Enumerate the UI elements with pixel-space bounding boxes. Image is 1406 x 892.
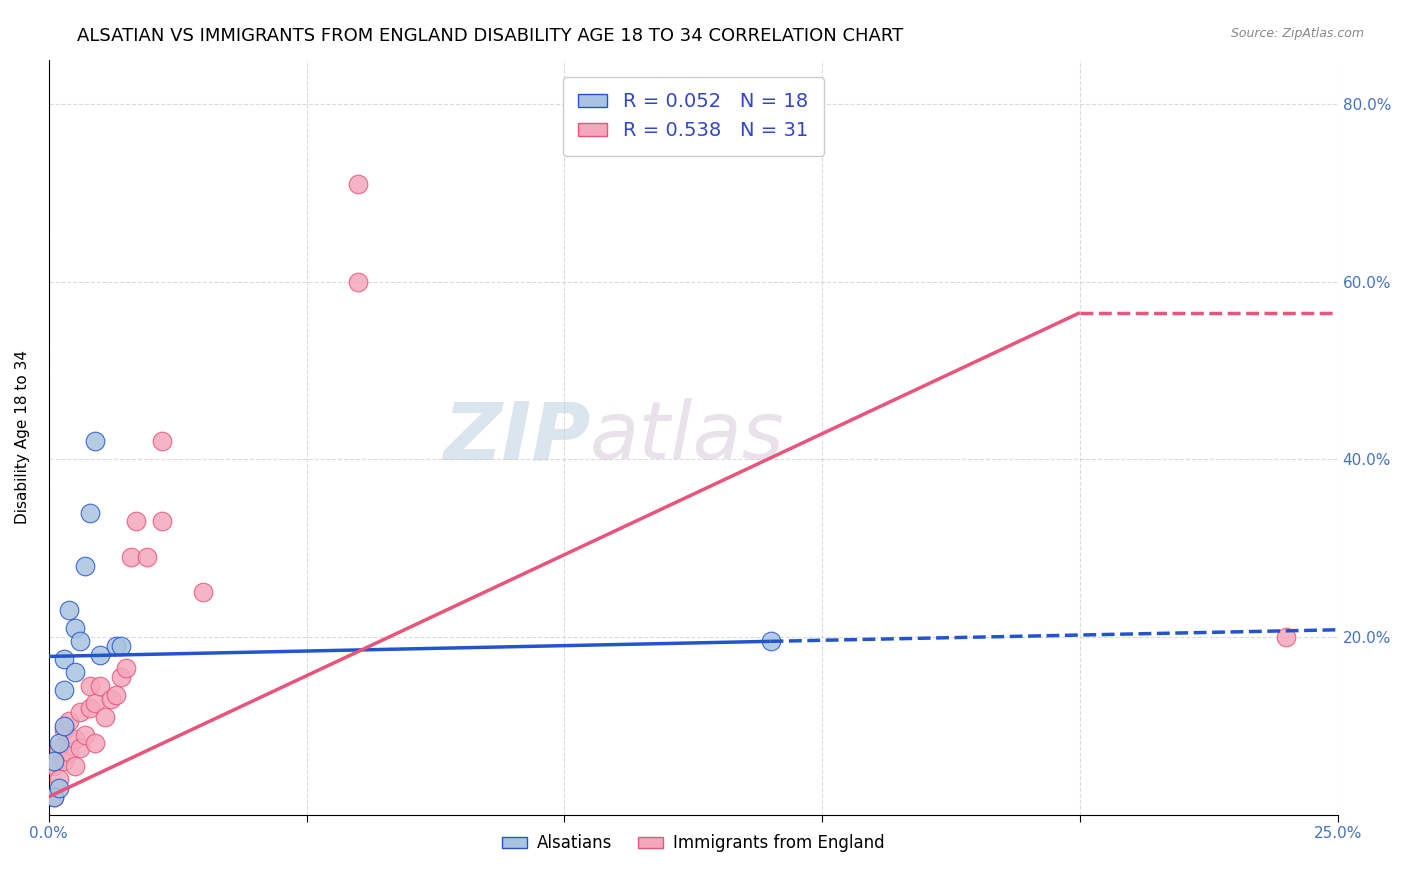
Point bbox=[48, 736, 70, 750]
Point bbox=[69, 740, 91, 755]
Point bbox=[100, 692, 122, 706]
Point bbox=[42, 789, 65, 804]
Point bbox=[58, 603, 80, 617]
Point bbox=[69, 706, 91, 720]
Point bbox=[63, 758, 86, 772]
Point bbox=[1275, 630, 1298, 644]
Point bbox=[84, 434, 107, 449]
Point bbox=[79, 506, 101, 520]
Point bbox=[73, 558, 96, 573]
Point bbox=[63, 732, 86, 747]
Point bbox=[79, 701, 101, 715]
Legend: R = 0.052   N = 18, R = 0.538   N = 31: R = 0.052 N = 18, R = 0.538 N = 31 bbox=[562, 77, 824, 156]
Point bbox=[53, 754, 76, 768]
Point bbox=[347, 275, 370, 289]
Point bbox=[53, 719, 76, 733]
Point bbox=[150, 515, 173, 529]
Text: atlas: atlas bbox=[591, 398, 785, 476]
Point bbox=[53, 723, 76, 738]
Point bbox=[48, 780, 70, 795]
Point bbox=[125, 515, 148, 529]
Point bbox=[347, 177, 370, 191]
Point bbox=[84, 736, 107, 750]
Point bbox=[84, 697, 107, 711]
Point bbox=[63, 665, 86, 680]
Point bbox=[53, 683, 76, 698]
Point bbox=[135, 549, 157, 564]
Y-axis label: Disability Age 18 to 34: Disability Age 18 to 34 bbox=[15, 350, 30, 524]
Point bbox=[110, 670, 132, 684]
Point bbox=[63, 621, 86, 635]
Point bbox=[110, 639, 132, 653]
Point bbox=[73, 728, 96, 742]
Point bbox=[42, 754, 65, 768]
Point bbox=[150, 434, 173, 449]
Point bbox=[48, 740, 70, 755]
Point bbox=[42, 758, 65, 772]
Point bbox=[89, 679, 111, 693]
Point bbox=[53, 652, 76, 666]
Text: ZIP: ZIP bbox=[443, 398, 591, 476]
Point bbox=[193, 585, 215, 599]
Point bbox=[69, 634, 91, 648]
Point bbox=[42, 789, 65, 804]
Text: Source: ZipAtlas.com: Source: ZipAtlas.com bbox=[1230, 27, 1364, 40]
Point bbox=[759, 634, 782, 648]
Point bbox=[79, 679, 101, 693]
Point bbox=[115, 661, 138, 675]
Point bbox=[94, 710, 117, 724]
Point bbox=[89, 648, 111, 662]
Point bbox=[120, 549, 142, 564]
Point bbox=[48, 772, 70, 786]
Point bbox=[58, 714, 80, 729]
Point bbox=[104, 688, 127, 702]
Point bbox=[104, 639, 127, 653]
Text: ALSATIAN VS IMMIGRANTS FROM ENGLAND DISABILITY AGE 18 TO 34 CORRELATION CHART: ALSATIAN VS IMMIGRANTS FROM ENGLAND DISA… bbox=[77, 27, 904, 45]
Point bbox=[58, 745, 80, 759]
